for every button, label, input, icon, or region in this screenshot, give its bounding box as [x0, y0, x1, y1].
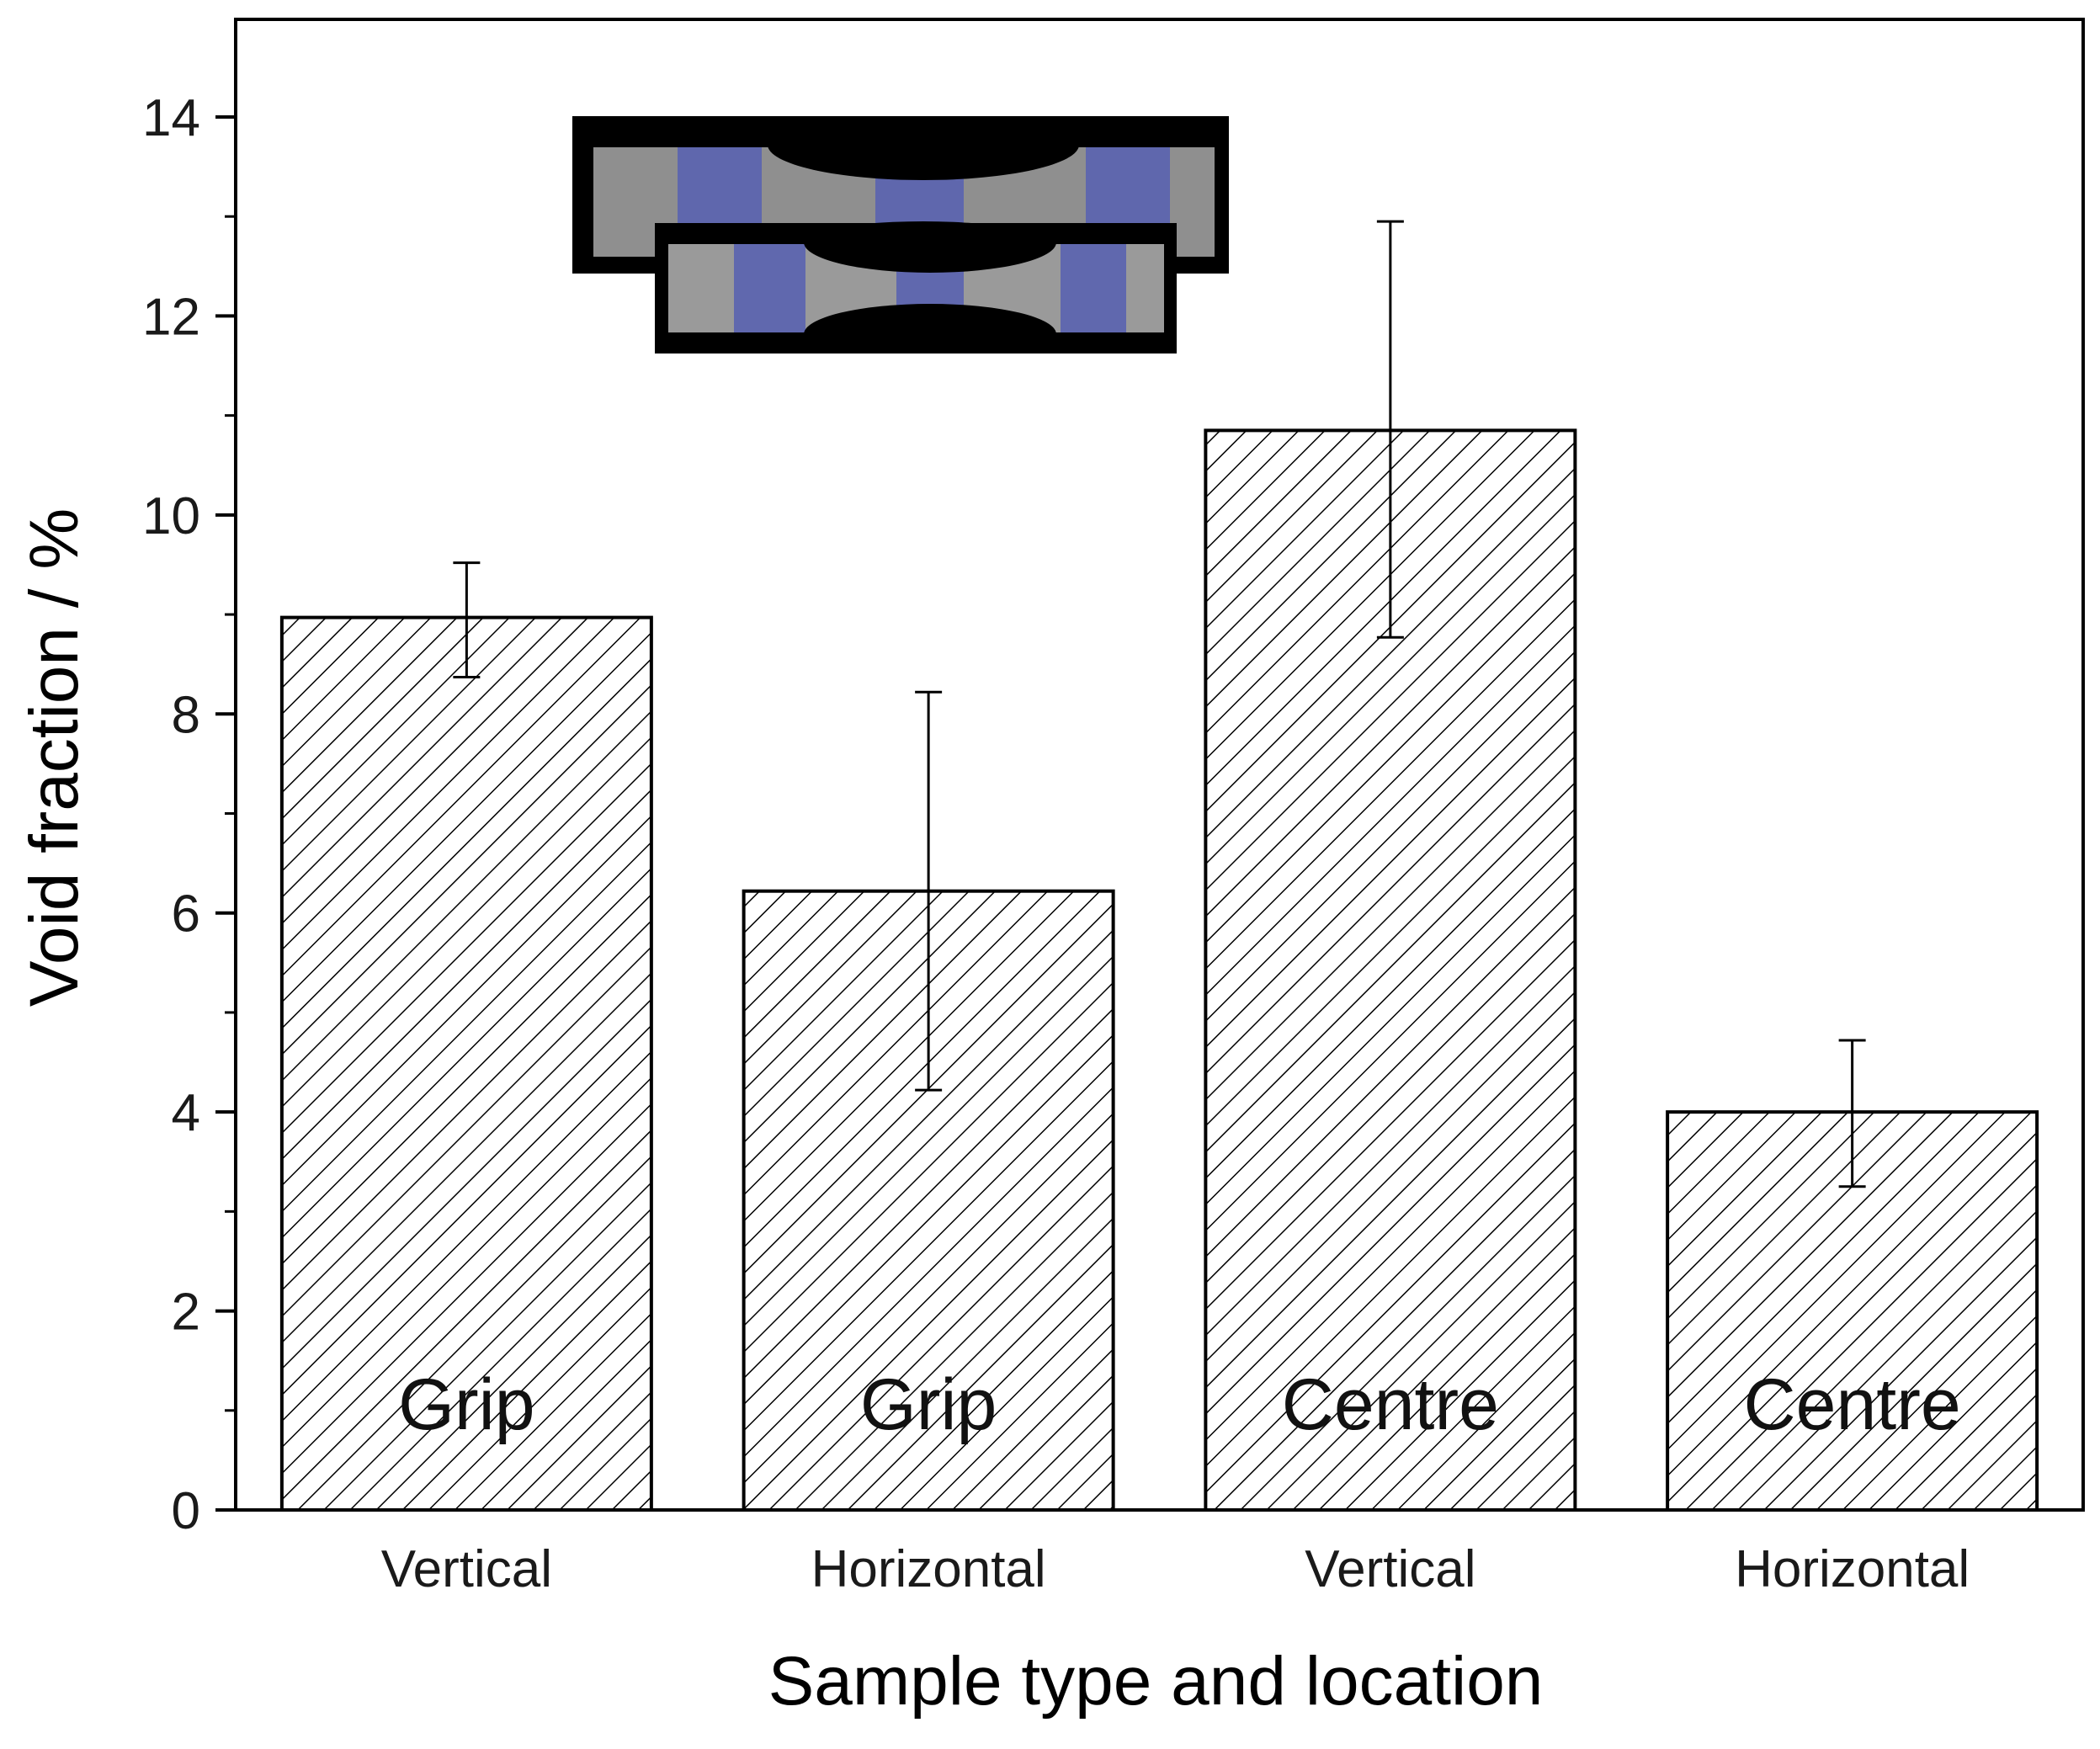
bar-series: Grip Grip Centre Centre — [279, 220, 2039, 1512]
x-tick-label: Horizontal — [811, 1540, 1046, 1598]
bar-label: Centre — [1282, 1364, 1499, 1445]
y-tick-label: 0 — [172, 1482, 200, 1540]
y-axis-title: Void fraction / % — [16, 508, 93, 1007]
y-tick-label: 2 — [172, 1284, 200, 1342]
bar-label: Grip — [398, 1364, 534, 1445]
specimen-image-small — [655, 223, 1177, 354]
plot-frame — [234, 18, 2085, 1512]
specimen-inset — [572, 116, 1229, 354]
x-axis-title: Sample type and location — [768, 1643, 1544, 1720]
y-tick-label: 14 — [142, 89, 200, 147]
x-tick-label: Horizontal — [1735, 1540, 1970, 1598]
y-tick-label: 4 — [172, 1084, 200, 1142]
y-tick-label: 12 — [142, 288, 200, 346]
x-axis: Vertical Horizontal Vertical Horizontal — [381, 1540, 1970, 1598]
bar-label: Centre — [1744, 1364, 1961, 1445]
y-tick-label: 6 — [172, 885, 200, 944]
x-tick-label: Vertical — [381, 1540, 552, 1598]
bar — [279, 615, 653, 1512]
bar-label: Grip — [860, 1364, 997, 1445]
y-tick-label: 8 — [172, 686, 200, 744]
y-axis: 0 2 4 6 8 10 12 14 — [142, 89, 236, 1540]
y-tick-label: 10 — [142, 487, 200, 545]
x-tick-label: Vertical — [1305, 1540, 1475, 1598]
